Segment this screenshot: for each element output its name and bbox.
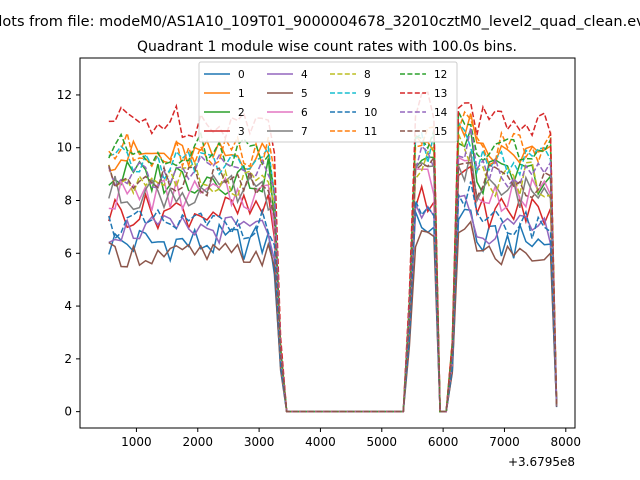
suptitle: Plots from file: modeM0/AS1A10_109T01_90… — [0, 14, 640, 30]
legend-box — [198, 61, 458, 143]
x-tick-label: 1000 — [121, 435, 152, 449]
legend-label-14: 14 — [434, 107, 448, 119]
legend-label-12: 12 — [434, 69, 447, 81]
x-offset-label: +3.6795e8 — [508, 455, 575, 469]
y-axis: 0 2 4 6 8 10 12 — [57, 88, 80, 419]
series-line-12 — [108, 111, 558, 413]
x-tick-label: 7000 — [489, 435, 520, 449]
x-axis: 1000 2000 3000 4000 5000 6000 7000 8000 — [121, 428, 581, 449]
legend-label-1: 1 — [238, 88, 245, 100]
y-tick-label: 0 — [64, 405, 72, 419]
chart-title: Quadrant 1 module wise count rates with … — [137, 39, 517, 55]
legend-label-0: 0 — [238, 69, 245, 81]
y-tick-label: 6 — [64, 246, 72, 260]
series-layer — [108, 91, 558, 413]
y-tick-label: 10 — [57, 141, 72, 155]
legend-label-8: 8 — [364, 69, 371, 81]
y-tick-label: 2 — [64, 352, 72, 366]
legend-label-6: 6 — [301, 107, 308, 119]
legend-label-13: 13 — [434, 88, 447, 100]
x-tick-label: 8000 — [551, 435, 582, 449]
legend-label-2: 2 — [238, 107, 245, 119]
y-tick-label: 12 — [57, 88, 72, 102]
x-tick-label: 5000 — [367, 435, 398, 449]
legend-label-3: 3 — [238, 126, 245, 138]
axes-border — [79, 57, 576, 429]
y-tick-label: 4 — [64, 299, 72, 313]
legend-label-5: 5 — [301, 88, 308, 100]
legend-label-11: 11 — [364, 126, 377, 138]
legend-label-4: 4 — [301, 69, 308, 81]
legend-label-9: 9 — [364, 88, 371, 100]
legend-label-15: 15 — [434, 126, 447, 138]
x-tick-label: 4000 — [305, 435, 336, 449]
x-tick-label: 6000 — [428, 435, 459, 449]
legend-label-7: 7 — [301, 126, 308, 138]
series-line-15 — [108, 155, 558, 413]
x-tick-label: 3000 — [244, 435, 275, 449]
y-tick-label: 8 — [64, 194, 72, 208]
legend-label-10: 10 — [364, 107, 377, 119]
x-tick-label: 2000 — [182, 435, 213, 449]
